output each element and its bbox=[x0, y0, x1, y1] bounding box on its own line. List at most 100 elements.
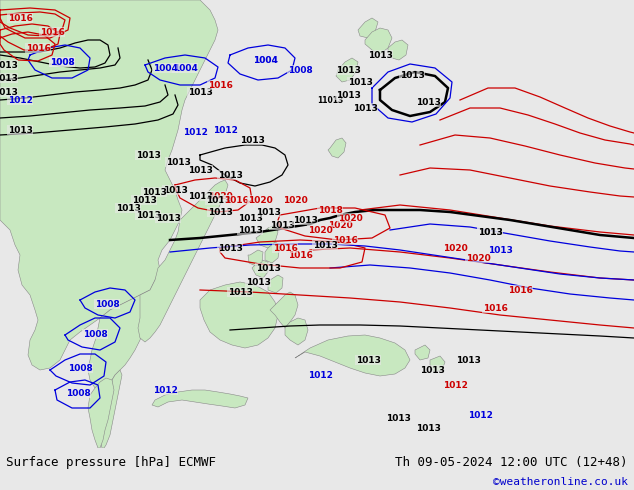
Polygon shape bbox=[336, 58, 358, 82]
Text: 1013: 1013 bbox=[488, 245, 512, 254]
Text: 1012: 1012 bbox=[183, 127, 207, 137]
Polygon shape bbox=[88, 378, 114, 448]
Text: 1020: 1020 bbox=[328, 220, 353, 229]
Text: 1004: 1004 bbox=[172, 64, 197, 73]
Polygon shape bbox=[252, 260, 268, 278]
Polygon shape bbox=[200, 282, 278, 348]
Text: 1004: 1004 bbox=[252, 55, 278, 65]
Text: 1012: 1012 bbox=[212, 125, 238, 134]
Text: 1020: 1020 bbox=[207, 192, 233, 200]
Polygon shape bbox=[365, 28, 392, 54]
Text: 1013: 1013 bbox=[399, 71, 424, 79]
Text: 1013: 1013 bbox=[269, 220, 294, 229]
Text: 1012: 1012 bbox=[443, 381, 467, 390]
Text: 1020: 1020 bbox=[307, 225, 332, 235]
Polygon shape bbox=[152, 390, 248, 408]
Text: 1013: 1013 bbox=[115, 203, 141, 213]
Text: 1013: 1013 bbox=[335, 91, 361, 99]
Polygon shape bbox=[256, 225, 278, 248]
Polygon shape bbox=[285, 318, 308, 345]
Polygon shape bbox=[265, 242, 280, 263]
Text: 1013: 1013 bbox=[136, 150, 160, 160]
Text: Th 09-05-2024 12:00 UTC (12+48): Th 09-05-2024 12:00 UTC (12+48) bbox=[395, 456, 628, 469]
Text: 1012: 1012 bbox=[307, 370, 332, 379]
Text: 1013: 1013 bbox=[347, 77, 372, 87]
Text: 1016: 1016 bbox=[224, 196, 249, 204]
Text: 1013: 1013 bbox=[477, 227, 502, 237]
Text: 1013: 1013 bbox=[205, 196, 230, 204]
Text: 1013: 1013 bbox=[245, 277, 271, 287]
Text: 1013: 1013 bbox=[188, 166, 212, 174]
Text: 1004: 1004 bbox=[153, 64, 178, 73]
Text: 1013: 1013 bbox=[420, 366, 444, 374]
Text: 1016: 1016 bbox=[8, 14, 32, 23]
Polygon shape bbox=[358, 18, 378, 38]
Polygon shape bbox=[0, 0, 218, 370]
Text: 1013: 1013 bbox=[207, 207, 233, 217]
Text: 1013: 1013 bbox=[238, 225, 262, 235]
Text: 1008: 1008 bbox=[288, 66, 313, 74]
Text: 1016: 1016 bbox=[508, 286, 533, 294]
Text: 1013: 1013 bbox=[385, 414, 410, 422]
Text: 1013: 1013 bbox=[368, 50, 392, 59]
Text: 1013: 1013 bbox=[353, 103, 377, 113]
Text: Surface pressure [hPa] ECMWF: Surface pressure [hPa] ECMWF bbox=[6, 456, 216, 469]
Text: 1012: 1012 bbox=[467, 411, 493, 419]
Text: 1013: 1013 bbox=[415, 423, 441, 433]
Text: 1008: 1008 bbox=[49, 57, 74, 67]
Polygon shape bbox=[328, 138, 346, 158]
Text: 1013: 1013 bbox=[456, 356, 481, 365]
Text: 1016: 1016 bbox=[482, 303, 507, 313]
Text: 1013: 1013 bbox=[256, 207, 280, 217]
Text: 1008: 1008 bbox=[82, 329, 107, 339]
Polygon shape bbox=[295, 335, 410, 376]
Text: 1013: 1013 bbox=[188, 192, 212, 200]
Text: ©weatheronline.co.uk: ©weatheronline.co.uk bbox=[493, 477, 628, 487]
Text: 1013: 1013 bbox=[132, 196, 157, 204]
Text: 1020: 1020 bbox=[283, 196, 307, 204]
Text: 1013: 1013 bbox=[415, 98, 441, 106]
Text: 1013: 1013 bbox=[165, 157, 190, 167]
Polygon shape bbox=[388, 40, 408, 60]
Text: 1013: 1013 bbox=[0, 60, 18, 70]
Polygon shape bbox=[248, 250, 263, 266]
Text: 1013: 1013 bbox=[0, 74, 18, 82]
Text: 1016: 1016 bbox=[25, 44, 51, 52]
Text: 1016: 1016 bbox=[273, 244, 297, 252]
Text: 1016: 1016 bbox=[288, 250, 313, 260]
Text: 1016: 1016 bbox=[333, 236, 358, 245]
Text: 1012: 1012 bbox=[153, 386, 178, 394]
Text: 1013: 1013 bbox=[217, 171, 242, 179]
Text: 1013: 1013 bbox=[217, 244, 242, 252]
Text: 11013: 11013 bbox=[317, 96, 343, 104]
Text: 1020: 1020 bbox=[248, 196, 273, 204]
Text: 1013: 1013 bbox=[477, 227, 502, 237]
Polygon shape bbox=[138, 180, 228, 342]
Text: 1016: 1016 bbox=[39, 27, 65, 36]
Polygon shape bbox=[268, 275, 283, 293]
Text: 1008: 1008 bbox=[66, 389, 91, 397]
Text: 1013: 1013 bbox=[335, 66, 361, 74]
Text: 1013: 1013 bbox=[240, 136, 264, 145]
Text: 1013: 1013 bbox=[141, 188, 167, 196]
Text: 1013: 1013 bbox=[356, 356, 380, 365]
Text: 1013: 1013 bbox=[8, 125, 32, 134]
Polygon shape bbox=[430, 356, 445, 372]
Text: 1008: 1008 bbox=[49, 57, 74, 67]
Text: 1013: 1013 bbox=[228, 288, 252, 296]
Text: 1018: 1018 bbox=[318, 205, 342, 215]
Text: 1013: 1013 bbox=[238, 214, 262, 222]
Text: 1013: 1013 bbox=[313, 241, 337, 249]
Text: 1013: 1013 bbox=[136, 211, 160, 220]
Text: 1004: 1004 bbox=[252, 55, 278, 65]
Polygon shape bbox=[270, 292, 298, 328]
Polygon shape bbox=[88, 290, 152, 395]
Text: 1020: 1020 bbox=[465, 253, 490, 263]
Polygon shape bbox=[100, 370, 122, 448]
Text: 1008: 1008 bbox=[68, 364, 93, 372]
Text: 1008: 1008 bbox=[94, 299, 119, 309]
Text: 1013: 1013 bbox=[188, 88, 212, 97]
Text: 1013: 1013 bbox=[155, 214, 181, 222]
Text: 1012: 1012 bbox=[8, 96, 32, 104]
Text: 1013: 1013 bbox=[0, 88, 18, 97]
